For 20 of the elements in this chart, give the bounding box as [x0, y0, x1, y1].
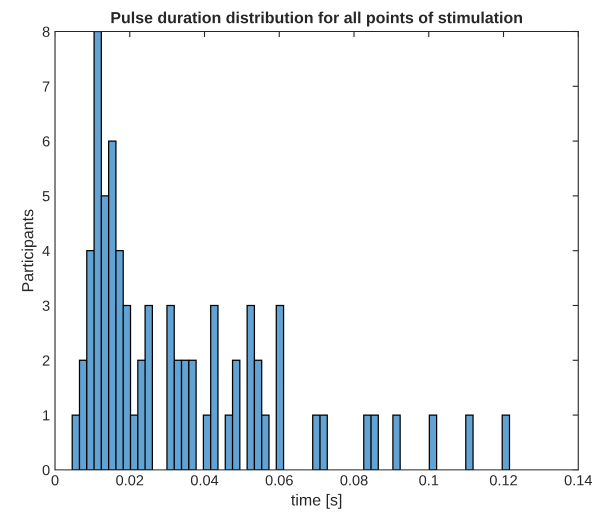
- x-tick-label: 0.1: [419, 475, 438, 486]
- y-axis-title: Participants: [22, 210, 36, 292]
- y-tick-label: 1: [43, 410, 50, 420]
- x-tick-label: 0.08: [340, 475, 368, 486]
- y-tick-label: 3: [42, 300, 50, 311]
- x-axis-title: time [s]: [291, 494, 342, 509]
- y-tick-label: 2: [42, 355, 50, 366]
- x-tick-label: 0.06: [266, 475, 293, 486]
- x-tick-label: 0.14: [564, 475, 592, 486]
- y-tick-label: 8: [42, 26, 50, 37]
- y-tick-label: 7: [42, 82, 50, 92]
- y-tick-label: 0: [42, 464, 50, 476]
- x-tick-label: 0.12: [490, 475, 517, 486]
- y-tick-label: 5: [42, 191, 50, 202]
- x-tick-label: 0.04: [190, 475, 218, 486]
- y-tick-label: 4: [42, 246, 50, 256]
- chart-title: Pulse duration distribution for all points of stimulation: [111, 12, 522, 26]
- x-tick-label: 0: [52, 475, 58, 486]
- y-tick-label: 6: [42, 136, 50, 147]
- x-tick-label: 0.02: [116, 475, 144, 486]
